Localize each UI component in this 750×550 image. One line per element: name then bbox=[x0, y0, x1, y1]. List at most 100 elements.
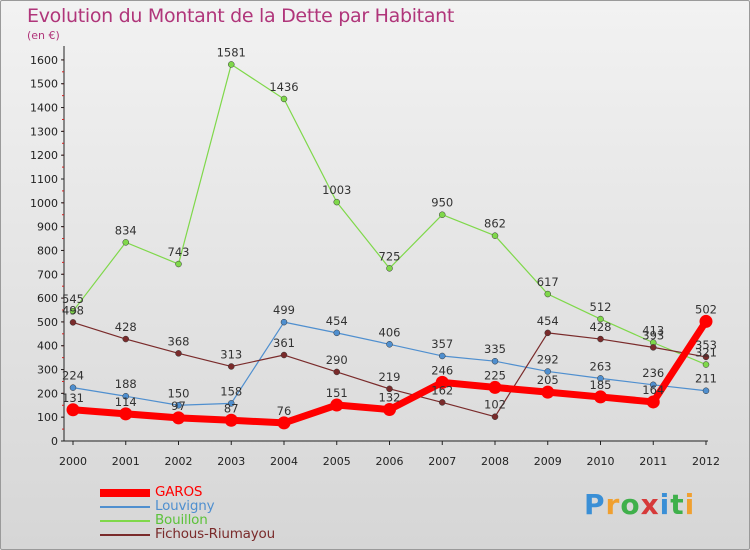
data-label-bouillon: 743 bbox=[168, 245, 190, 259]
data-point-fichous-riumayou bbox=[122, 335, 129, 343]
logo-letter: x bbox=[640, 488, 660, 521]
data-label-louvigny: 263 bbox=[590, 359, 612, 373]
data-point-garos bbox=[383, 403, 396, 417]
data-label-louvigny: 211 bbox=[695, 372, 717, 386]
data-label-fichous-riumayou: 454 bbox=[537, 314, 559, 328]
data-label-fichous-riumayou: 361 bbox=[273, 336, 295, 350]
logo-letter: o bbox=[620, 488, 641, 521]
data-label-fichous-riumayou: 219 bbox=[379, 370, 401, 384]
data-point-fichous-riumayou bbox=[386, 385, 393, 393]
data-point-louvigny bbox=[228, 400, 235, 407]
data-point-louvigny bbox=[122, 392, 129, 400]
data-label-louvigny: 150 bbox=[168, 386, 190, 400]
data-label-bouillon: 512 bbox=[590, 300, 612, 314]
y-tick-label: 200 bbox=[37, 387, 58, 400]
data-label-bouillon: 1003 bbox=[322, 183, 351, 197]
data-label-fichous-riumayou: 368 bbox=[168, 334, 190, 348]
y-tick-label: 1300 bbox=[30, 125, 58, 138]
y-tick-label: 900 bbox=[37, 221, 58, 234]
y-tick-label: 1400 bbox=[30, 102, 58, 115]
legend-swatch bbox=[100, 534, 150, 536]
data-point-fichous-riumayou bbox=[439, 399, 446, 406]
x-tick-label: 2012 bbox=[692, 455, 720, 468]
y-tick-label: 600 bbox=[37, 292, 58, 305]
data-point-garos bbox=[699, 314, 713, 328]
data-label-garos: 87 bbox=[224, 401, 239, 415]
data-label-bouillon: 1581 bbox=[217, 45, 246, 59]
data-label-fichous-riumayou: 102 bbox=[484, 398, 506, 412]
data-label-garos: 246 bbox=[431, 363, 453, 377]
data-point-garos bbox=[224, 413, 238, 427]
data-point-louvigny bbox=[386, 341, 393, 348]
data-point-louvigny bbox=[702, 387, 710, 394]
data-point-bouillon bbox=[228, 61, 235, 68]
data-point-fichous-riumayou bbox=[491, 413, 499, 420]
logo-letter: r bbox=[605, 488, 621, 521]
y-tick-label: 1600 bbox=[30, 54, 58, 67]
data-point-garos bbox=[119, 407, 133, 421]
x-tick-label: 2003 bbox=[217, 455, 245, 468]
logo-letter: i bbox=[659, 488, 671, 521]
data-point-louvigny bbox=[491, 357, 499, 365]
data-label-garos: 185 bbox=[590, 378, 612, 392]
data-label-fichous-riumayou: 353 bbox=[695, 338, 717, 352]
data-point-bouillon bbox=[597, 315, 604, 323]
data-label-fichous-riumayou: 428 bbox=[115, 320, 137, 334]
data-point-bouillon bbox=[122, 239, 129, 246]
y-tick-label: 0 bbox=[51, 435, 58, 448]
data-label-garos: 76 bbox=[277, 404, 292, 418]
data-label-louvigny: 188 bbox=[115, 377, 137, 391]
x-tick-label: 2000 bbox=[59, 455, 87, 468]
data-point-fichous-riumayou bbox=[280, 351, 288, 359]
data-point-fichous-riumayou bbox=[228, 363, 235, 370]
data-label-louvigny: 454 bbox=[326, 314, 348, 328]
data-label-fichous-riumayou: 393 bbox=[642, 328, 664, 342]
x-tick-label: 2005 bbox=[323, 455, 351, 468]
x-tick-label: 2002 bbox=[165, 455, 193, 468]
y-tick-label: 800 bbox=[37, 244, 58, 257]
data-label-garos: 151 bbox=[326, 386, 348, 400]
data-label-bouillon: 1436 bbox=[269, 80, 298, 94]
data-label-louvigny: 158 bbox=[220, 384, 242, 398]
data-point-louvigny bbox=[650, 381, 657, 389]
data-point-fichous-riumayou bbox=[597, 335, 604, 343]
legend-label: Bouillon bbox=[155, 512, 208, 528]
data-point-louvigny bbox=[597, 375, 604, 382]
data-point-fichous-riumayou bbox=[333, 368, 340, 376]
y-tick-label: 100 bbox=[37, 411, 58, 424]
data-label-garos: 132 bbox=[379, 391, 401, 405]
data-point-fichous-riumayou bbox=[544, 329, 551, 337]
data-point-fichous-riumayou bbox=[650, 344, 657, 351]
data-point-fichous-riumayou bbox=[69, 319, 77, 326]
y-tick-label: 400 bbox=[37, 340, 58, 353]
data-point-fichous-riumayou bbox=[702, 353, 710, 361]
data-point-louvigny bbox=[439, 352, 446, 360]
proxiti-logo: Proxiti bbox=[584, 488, 695, 521]
chart-unit-label: (en €) bbox=[27, 29, 60, 42]
x-tick-label: 2011 bbox=[639, 455, 667, 468]
data-label-bouillon: 725 bbox=[379, 249, 401, 263]
data-point-bouillon bbox=[280, 95, 288, 103]
y-tick-label: 300 bbox=[37, 364, 58, 377]
x-tick-label: 2001 bbox=[112, 455, 140, 468]
data-point-fichous-riumayou bbox=[175, 350, 182, 357]
y-tick-label: 700 bbox=[37, 268, 58, 281]
x-tick-label: 2004 bbox=[270, 455, 298, 468]
data-label-louvigny: 236 bbox=[642, 366, 664, 380]
y-tick-label: 1500 bbox=[30, 78, 58, 91]
logo-letter: i bbox=[684, 488, 696, 521]
data-point-bouillon bbox=[175, 260, 182, 268]
data-label-bouillon: 545 bbox=[62, 292, 84, 306]
data-label-garos: 225 bbox=[484, 368, 506, 382]
data-point-bouillon bbox=[491, 232, 499, 239]
y-tick-label: 1000 bbox=[30, 197, 58, 210]
data-label-garos: 205 bbox=[537, 373, 559, 387]
data-label-bouillon: 321 bbox=[695, 346, 717, 360]
data-label-fichous-riumayou: 162 bbox=[431, 383, 453, 397]
data-point-bouillon bbox=[439, 211, 446, 218]
data-point-louvigny bbox=[333, 329, 340, 337]
data-point-garos bbox=[488, 380, 502, 394]
x-tick-label: 2010 bbox=[587, 455, 615, 468]
